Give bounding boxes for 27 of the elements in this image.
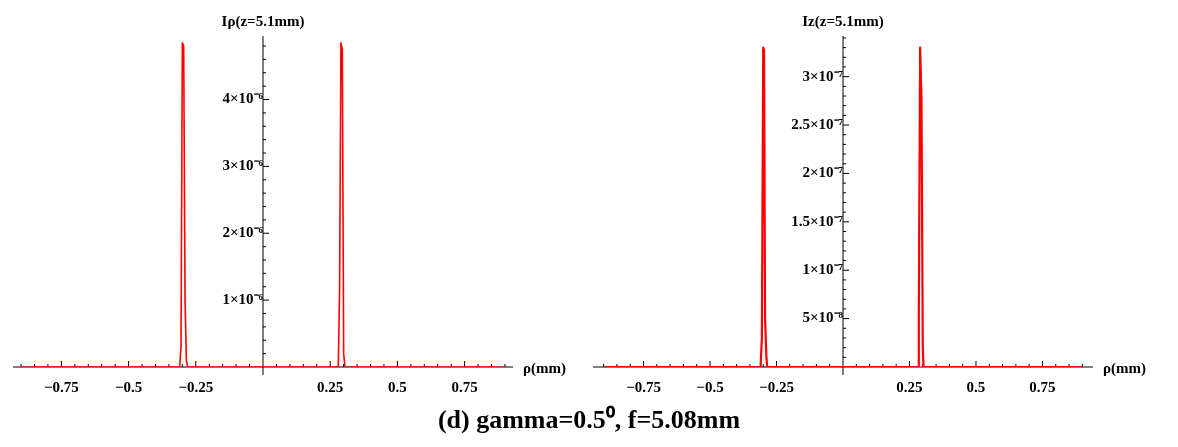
y-axis-title: Iz(z=5.1mm) (802, 13, 884, 31)
y-tick-label: 3×10⁻⁷ (802, 67, 844, 84)
x-tick-label: 0.75 (451, 379, 478, 396)
y-tick-label: 2×10⁻⁶ (222, 224, 264, 241)
y-axis-title: Iρ(z=5.1mm) (221, 13, 305, 31)
y-tick-label: 1×10⁻⁶ (222, 291, 264, 308)
x-axis-title: ρ(mm) (1103, 359, 1147, 377)
x-tick-label: −0.5 (696, 379, 724, 396)
y-tick-label: 2.5×10⁻⁷ (791, 115, 844, 132)
x-tick-label: 0.25 (317, 379, 344, 396)
y-tick-label: 2×10⁻⁷ (802, 164, 844, 181)
x-tick-label: −0.75 (43, 379, 79, 396)
y-tick-label: 4×10⁻⁶ (222, 90, 264, 107)
y-tick-label: 1.5×10⁻⁷ (791, 212, 844, 229)
x-tick-label: −0.25 (759, 379, 794, 396)
text: (d) gamma=0.5⁰, f=5.08mm (436, 404, 742, 436)
x-tick-label: −0.25 (178, 379, 214, 396)
x-tick-label: 0.75 (1029, 379, 1056, 396)
y-tick-label: 5×10⁻⁸ (802, 309, 844, 326)
y-tick-label: 3×10⁻⁶ (222, 157, 264, 174)
x-tick-label: −0.75 (626, 379, 661, 396)
x-tick-label: 0.5 (388, 379, 407, 396)
x-tick-label: −0.5 (114, 379, 143, 396)
y-tick-label: 1×10⁻⁷ (802, 261, 844, 278)
x-tick-label: 0.25 (896, 379, 923, 396)
x-axis-title: ρ(mm) (523, 359, 567, 377)
x-tick-label: 0.5 (966, 379, 986, 396)
